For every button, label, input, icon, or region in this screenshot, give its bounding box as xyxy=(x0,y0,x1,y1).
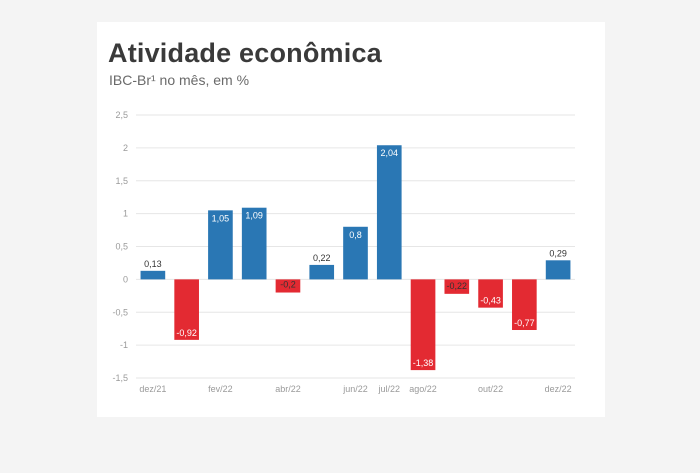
bar-ago-22 xyxy=(410,279,436,371)
value-label: -1,38 xyxy=(413,358,434,368)
chart-title: Atividade econômica xyxy=(108,38,382,68)
value-label: 0,8 xyxy=(349,230,362,240)
y-tick-label: -1 xyxy=(120,340,128,350)
value-label: 1,09 xyxy=(245,211,263,221)
y-tick-label: 0 xyxy=(123,274,128,284)
y-tick-label: 0,5 xyxy=(115,242,128,252)
bar-jan-22 xyxy=(174,279,199,340)
y-tick-label: 1 xyxy=(123,209,128,219)
bar-out-22 xyxy=(478,279,503,308)
bar-dez-21 xyxy=(140,270,166,280)
bar-set-22 xyxy=(444,279,470,294)
bar-jul-22 xyxy=(376,145,402,280)
y-tick-label: -0,5 xyxy=(112,307,128,317)
value-label: 1,05 xyxy=(212,213,230,223)
bar-abr-22 xyxy=(275,279,301,293)
y-tick-label: -1,5 xyxy=(112,373,128,383)
x-tick-label: jul/22 xyxy=(378,384,401,394)
value-label: -0,92 xyxy=(176,328,197,338)
bar-nov-22 xyxy=(512,279,537,331)
value-label: 0,13 xyxy=(144,259,162,269)
value-label: -0,43 xyxy=(480,296,501,306)
x-tick-label: out/22 xyxy=(478,384,503,394)
chart-subtitle: IBC-Br¹ no mês, em % xyxy=(109,72,250,88)
chart-card xyxy=(97,22,605,417)
bar-fev-22 xyxy=(208,210,233,280)
bar-mar-22 xyxy=(241,207,267,280)
value-label: -0,22 xyxy=(447,281,468,291)
bar-jun-22 xyxy=(343,226,368,280)
y-tick-label: 2,5 xyxy=(115,110,128,120)
bar-mai-22 xyxy=(309,264,335,280)
value-label: 0,22 xyxy=(313,253,331,263)
value-label: -0,2 xyxy=(280,280,296,290)
y-tick-label: 2 xyxy=(123,143,128,153)
bar-dez-22 xyxy=(545,260,571,280)
x-tick-label: fev/22 xyxy=(208,384,233,394)
y-tick-label: 1,5 xyxy=(115,176,128,186)
x-tick-label: dez/21 xyxy=(139,384,166,394)
x-tick-label: jun/22 xyxy=(342,384,368,394)
x-tick-label: dez/22 xyxy=(545,384,572,394)
x-tick-label: abr/22 xyxy=(275,384,301,394)
value-label: 0,29 xyxy=(549,248,567,258)
value-label: 2,04 xyxy=(381,148,399,158)
x-tick-label: ago/22 xyxy=(409,384,437,394)
value-label: -0,77 xyxy=(514,318,535,328)
